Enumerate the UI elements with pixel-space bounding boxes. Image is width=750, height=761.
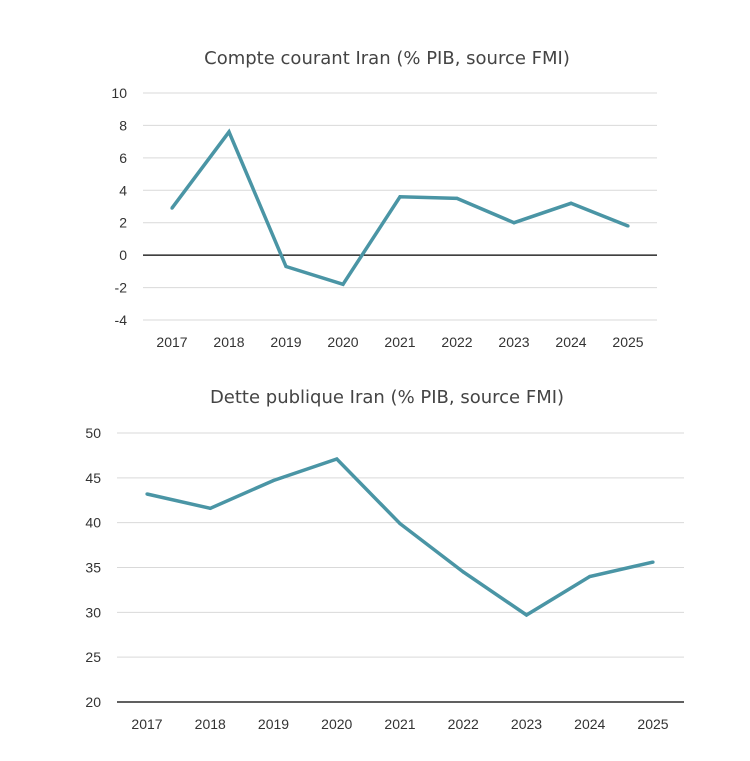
x-tick-label: 2024 xyxy=(555,334,586,350)
x-tick-label: 2025 xyxy=(612,334,643,350)
x-tick-label: 2018 xyxy=(213,334,244,350)
data-point xyxy=(512,221,516,225)
chart-title: Compte courant Iran (% PIB, source FMI) xyxy=(204,48,570,69)
data-point xyxy=(145,492,149,496)
y-tick-label: 40 xyxy=(85,515,101,531)
y-tick-label: 30 xyxy=(85,604,101,620)
data-point xyxy=(208,506,212,510)
data-point xyxy=(651,560,655,564)
data-point xyxy=(524,613,529,617)
series-line xyxy=(146,456,654,618)
x-tick-label: 2019 xyxy=(270,334,301,350)
y-tick-label: 45 xyxy=(85,470,101,486)
chart-public-debt: Dette publique Iran (% PIB, source FMI) … xyxy=(85,387,684,732)
y-tick-label: 10 xyxy=(111,85,127,101)
chart-title: Dette publique Iran (% PIB, source FMI) xyxy=(210,387,564,408)
x-tick-label: 2017 xyxy=(131,716,162,732)
x-tick-label: 2019 xyxy=(258,716,289,732)
x-tick-label: 2024 xyxy=(574,716,605,732)
y-tick-label: 0 xyxy=(119,247,127,263)
data-point xyxy=(455,196,459,200)
y-tick-label: 35 xyxy=(85,560,101,576)
data-point xyxy=(271,478,276,483)
x-tick-label: 2022 xyxy=(441,334,472,350)
y-tick-label: 20 xyxy=(85,694,101,710)
data-point xyxy=(398,195,402,199)
data-point xyxy=(569,201,573,205)
data-point xyxy=(335,457,339,461)
x-tick-label: 2025 xyxy=(637,716,668,732)
x-tick-label: 2021 xyxy=(384,334,415,350)
y-tick-label: -4 xyxy=(115,312,128,328)
data-point xyxy=(398,521,402,526)
y-tick-label: 50 xyxy=(85,425,101,441)
x-tick-label: 2020 xyxy=(321,716,352,732)
x-tick-label: 2017 xyxy=(156,334,187,350)
x-tick-label: 2021 xyxy=(384,716,415,732)
data-point xyxy=(626,224,630,228)
data-point xyxy=(170,206,174,210)
data-point xyxy=(588,574,592,579)
chart-current-account: Compte courant Iran (% PIB, source FMI) … xyxy=(111,48,657,350)
y-tick-label: 8 xyxy=(119,117,127,133)
data-point xyxy=(284,264,288,269)
data-point xyxy=(461,570,465,574)
x-tick-label: 2020 xyxy=(327,334,358,350)
y-tick-label: 25 xyxy=(85,649,101,665)
x-tick-label: 2018 xyxy=(195,716,226,732)
data-point xyxy=(227,130,231,134)
y-tick-label: 2 xyxy=(119,215,127,231)
x-tick-label: 2023 xyxy=(498,334,529,350)
series-line xyxy=(170,128,629,287)
x-tick-label: 2022 xyxy=(448,716,479,732)
x-tick-label: 2023 xyxy=(511,716,542,732)
data-point xyxy=(341,282,345,286)
y-tick-label: -2 xyxy=(115,280,128,296)
y-tick-label: 6 xyxy=(119,150,127,166)
y-tick-label: 4 xyxy=(119,182,127,198)
